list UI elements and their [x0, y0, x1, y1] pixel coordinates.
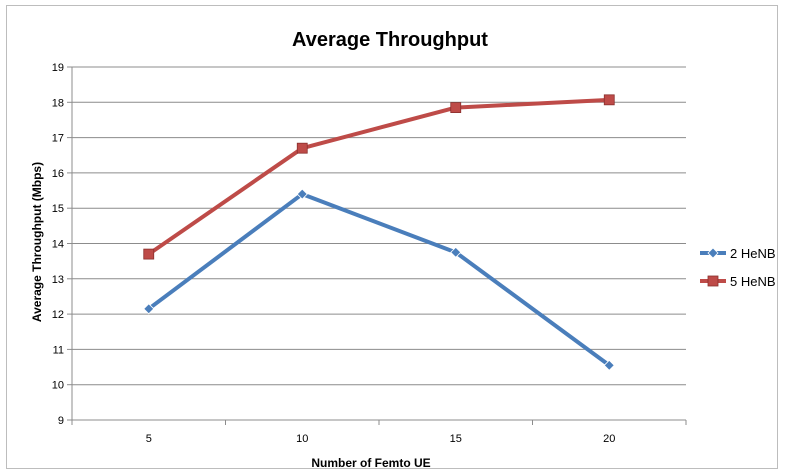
legend-marker-square [707, 275, 719, 287]
chart-title: Average Throughput [292, 29, 488, 51]
data-point-square [143, 248, 155, 260]
legend-label: 5 HeNB [730, 274, 776, 289]
y-tick-label: 15 [52, 203, 64, 215]
data-point-diamond [296, 188, 308, 200]
series-line-1 [147, 97, 610, 256]
x-tick-label: 5 [146, 433, 152, 445]
y-axis-label: Average Throughput (Mbps) [30, 162, 44, 322]
y-tick-label: 16 [52, 168, 64, 180]
data-point-square [603, 94, 615, 106]
y-tick-label: 18 [52, 97, 64, 109]
series-line-0 [147, 192, 611, 367]
data-point-diamond [603, 359, 615, 371]
y-tick-label: 14 [52, 239, 64, 251]
y-tick-label: 11 [53, 344, 64, 356]
x-tick-label: 10 [296, 433, 308, 445]
y-tick-label: 17 [52, 133, 64, 145]
x-tick-labels: 5 10 15 20 [146, 433, 616, 445]
y-tick-label: 10 [52, 380, 64, 392]
data-point-square [296, 142, 308, 154]
legend: 2 HeNB 5 HeNB [700, 246, 776, 289]
y-tick-label: 13 [52, 274, 64, 286]
y-tick-label: 12 [52, 309, 64, 321]
x-axis-label: Number of Femto UE [311, 456, 430, 470]
chart-frame [6, 5, 778, 469]
x-tick-label: 15 [450, 433, 462, 445]
y-tick-labels: 9 10 11 12 13 14 15 16 17 18 19 [52, 62, 64, 427]
legend-marker-diamond [707, 247, 719, 259]
axes [67, 66, 687, 425]
x-tick-label: 20 [603, 433, 615, 445]
y-tick-label: 9 [58, 415, 64, 427]
data-point-diamond [143, 303, 155, 315]
gridlines [72, 66, 686, 386]
data-point-diamond [450, 246, 462, 258]
y-tick-label: 19 [52, 62, 64, 74]
series-group [143, 94, 615, 371]
data-point-square [450, 102, 462, 113]
legend-label: 2 HeNB [730, 246, 776, 261]
